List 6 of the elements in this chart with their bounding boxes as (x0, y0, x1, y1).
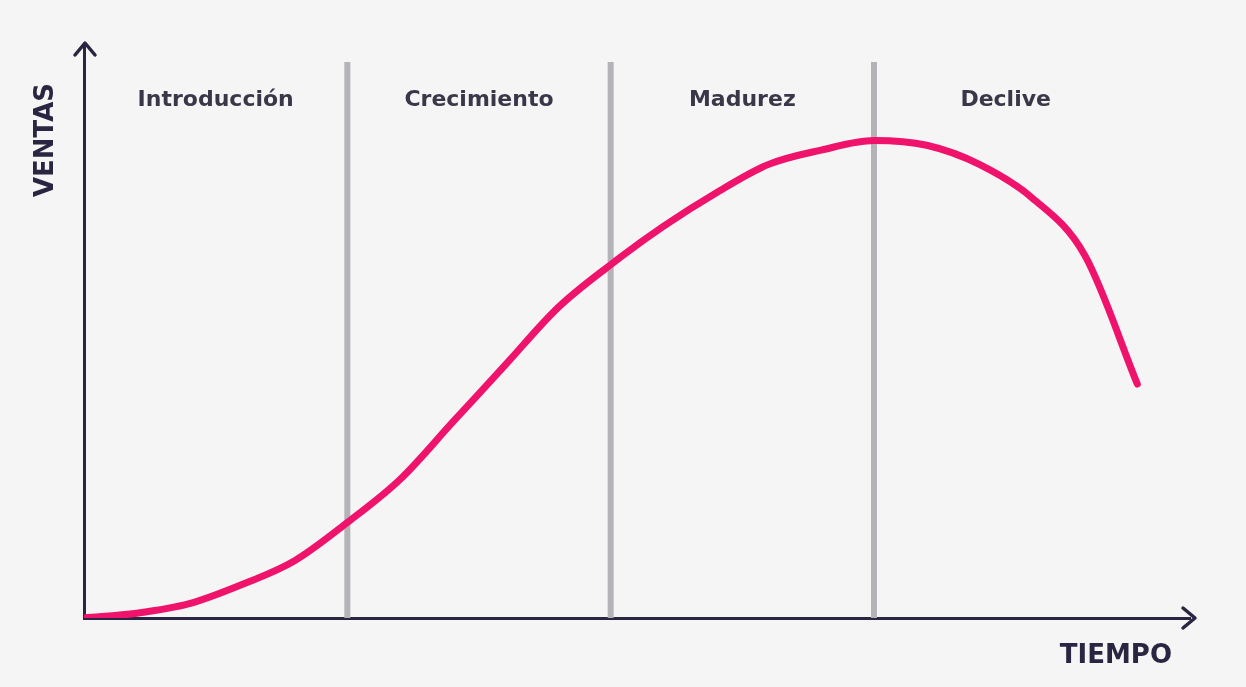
text: Declive (960, 85, 1051, 111)
x-axis-title: TIEMPO (1059, 638, 1172, 669)
text: Crecimiento (404, 85, 554, 111)
text: Introducción (137, 85, 294, 111)
y-axis-title: VENTAS (28, 82, 59, 198)
text: Madurez (688, 85, 796, 111)
